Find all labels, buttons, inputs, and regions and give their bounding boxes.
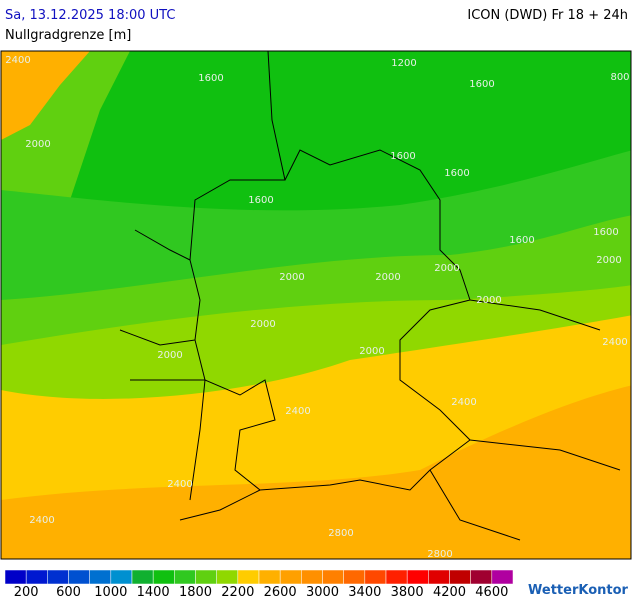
logo: WetterKontor bbox=[528, 583, 629, 598]
legend-swatch bbox=[279, 569, 302, 585]
contour-label: 2400 bbox=[167, 479, 192, 490]
legend-label: 200 bbox=[14, 585, 39, 600]
contour-label: 1600 bbox=[593, 227, 618, 238]
contour-label: 2800 bbox=[427, 549, 452, 560]
legend-swatch bbox=[89, 569, 112, 585]
legend-swatch bbox=[364, 569, 387, 585]
legend-swatch bbox=[258, 569, 281, 585]
legend-swatch bbox=[343, 569, 366, 585]
legend-swatch bbox=[195, 569, 217, 585]
contour-label: 2400 bbox=[29, 515, 54, 526]
legend-swatch bbox=[301, 569, 323, 585]
legend-label: 4600 bbox=[475, 585, 508, 600]
legend-swatch bbox=[131, 569, 154, 585]
contour-label: 2000 bbox=[434, 263, 459, 274]
contour-label: 2000 bbox=[476, 295, 501, 306]
contour-label: 2400 bbox=[602, 337, 627, 348]
contour-label: 1600 bbox=[444, 168, 469, 179]
legend-swatch bbox=[110, 569, 133, 585]
contour-label: 1600 bbox=[509, 235, 534, 246]
legend-swatch bbox=[68, 569, 90, 585]
legend-label: 1400 bbox=[137, 585, 170, 600]
contour-label: 2000 bbox=[250, 319, 275, 330]
legend-swatch bbox=[237, 569, 260, 585]
contour-label: 2000 bbox=[25, 139, 50, 150]
legend-label: 1800 bbox=[179, 585, 212, 600]
contour-label: 2000 bbox=[359, 346, 384, 357]
map bbox=[1, 51, 631, 559]
legend-swatch bbox=[385, 569, 408, 585]
contour-label: 2000 bbox=[375, 272, 400, 283]
legend-swatch bbox=[470, 569, 493, 585]
legend-label: 2200 bbox=[221, 585, 254, 600]
contour-label: 1600 bbox=[469, 79, 494, 90]
contour-label: 2400 bbox=[5, 55, 30, 66]
legend-swatch bbox=[152, 569, 175, 585]
datetime: Sa, 13.12.2025 18:00 UTC bbox=[5, 8, 175, 23]
legend-swatch bbox=[4, 569, 27, 585]
contour-label: 2000 bbox=[596, 255, 621, 266]
model-run: ICON (DWD) Fr 18 + 24h bbox=[467, 8, 628, 23]
legend-swatch bbox=[322, 569, 344, 585]
contour-label: 2800 bbox=[328, 528, 353, 539]
contour-label: 1200 bbox=[391, 58, 416, 69]
contour-label: 1600 bbox=[198, 73, 223, 84]
legend-label: 3400 bbox=[348, 585, 381, 600]
contour-label: 1600 bbox=[390, 151, 415, 162]
legend-label: 600 bbox=[56, 585, 81, 600]
legend-label: 1000 bbox=[94, 585, 127, 600]
legend-label: 3800 bbox=[391, 585, 424, 600]
legend-swatch bbox=[47, 569, 69, 585]
legend-label: 2600 bbox=[264, 585, 297, 600]
legend-swatch bbox=[491, 569, 514, 585]
legend-swatch bbox=[428, 569, 450, 585]
map-frame bbox=[0, 50, 632, 560]
contour-label: 800 bbox=[610, 72, 629, 83]
legend-label: 3000 bbox=[306, 585, 339, 600]
contour-label: 2400 bbox=[451, 397, 476, 408]
contour-label: 2000 bbox=[279, 272, 304, 283]
legend-swatch bbox=[406, 569, 429, 585]
legend-swatch bbox=[25, 569, 48, 585]
legend-swatch bbox=[449, 569, 471, 585]
legend-swatch bbox=[174, 569, 196, 585]
contour-label: 1600 bbox=[248, 195, 273, 206]
subtitle: Nullgradgrenze [m] bbox=[5, 28, 131, 43]
contour-label: 2000 bbox=[157, 350, 182, 361]
contour-label: 2400 bbox=[285, 406, 310, 417]
legend-swatch bbox=[216, 569, 239, 585]
legend-label: 4200 bbox=[433, 585, 466, 600]
